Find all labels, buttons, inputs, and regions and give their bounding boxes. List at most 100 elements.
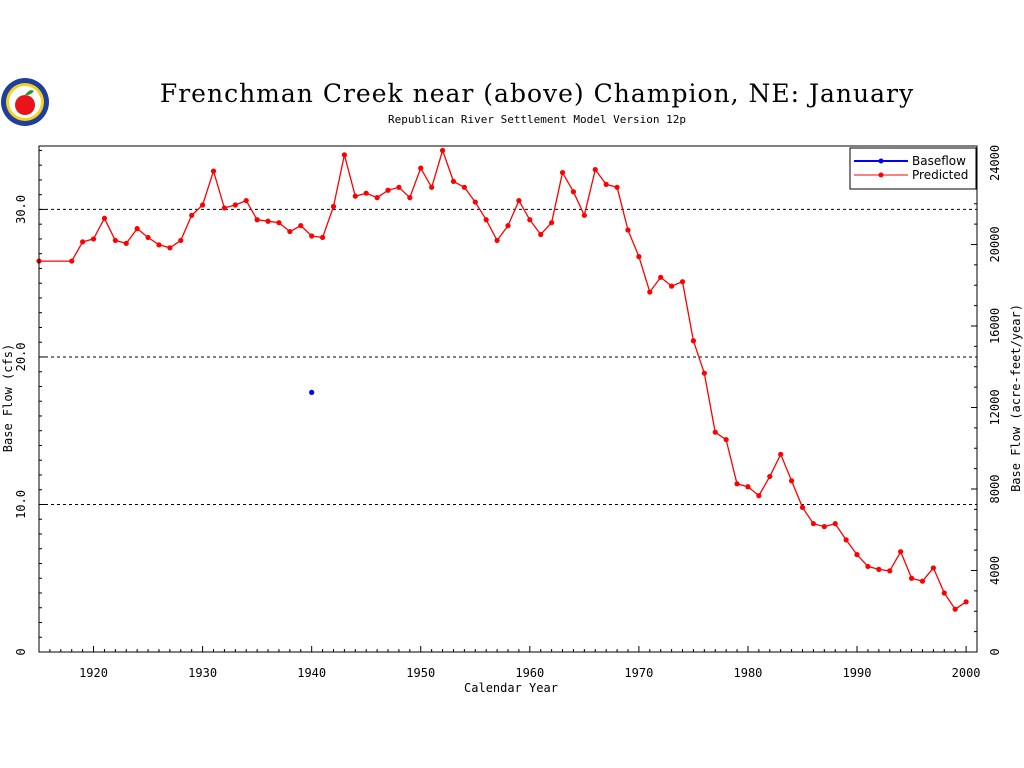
x-tick-label-0: 1920: [79, 666, 108, 680]
predicted-point: [254, 217, 260, 223]
predicted-point: [919, 578, 926, 584]
predicted-point: [559, 169, 566, 176]
predicted-point: [810, 521, 816, 527]
y2-tick-label-5: 20000: [988, 226, 1002, 262]
predicted-point: [112, 237, 118, 244]
y2-tick-label-3: 12000: [988, 389, 1002, 425]
predicted-point: [745, 484, 751, 490]
predicted-point: [712, 429, 718, 435]
y2-tick-label-0: 0: [988, 648, 1002, 655]
x-tick-label-7: 1990: [843, 666, 872, 680]
predicted-point: [243, 197, 249, 204]
apple-logo-icon: [1, 78, 49, 126]
predicted-point: [658, 274, 664, 280]
predicted-point: [690, 338, 697, 344]
predicted-point: [134, 226, 140, 232]
legend-baseflow-marker: [878, 158, 884, 164]
predicted-point: [210, 168, 217, 174]
baseflow-point: [309, 389, 315, 395]
x-tick-label-6: 1980: [734, 666, 763, 680]
predicted-point: [734, 481, 740, 487]
chart-title: Frenchman Creek near (above) Champion, N…: [160, 79, 914, 108]
x-tick-label-1: 1930: [188, 666, 217, 680]
predicted-point: [494, 237, 500, 244]
predicted-point: [898, 549, 904, 555]
legend-box: [849, 147, 977, 190]
predicted-point: [363, 190, 369, 196]
legend-predicted-marker: [878, 172, 884, 178]
predicted-point: [581, 212, 587, 218]
plot-frame: [38, 145, 978, 653]
x-tick-label-4: 1960: [515, 666, 544, 680]
y2-axis-label: Base Flow (acre-feet/year): [1009, 304, 1023, 492]
predicted-point: [767, 473, 773, 480]
predicted-point: [407, 195, 413, 201]
predicted-point: [854, 552, 860, 558]
predicted-point: [418, 165, 424, 171]
predicted-point: [461, 184, 467, 190]
legend-predicted-label: Predicted: [912, 168, 968, 182]
y-tick-label-2: 20.0: [14, 343, 28, 372]
predicted-point: [908, 575, 915, 581]
predicted-point: [756, 493, 762, 499]
x-axis-label: Calendar Year: [464, 681, 558, 695]
x-tick-label-3: 1950: [406, 666, 435, 680]
predicted-point: [189, 212, 195, 218]
y-tick-label-3: 30.0: [14, 195, 28, 224]
predicted-point: [178, 237, 184, 244]
predicted-point: [570, 189, 577, 195]
predicted-point: [963, 599, 969, 605]
predicted-point: [625, 227, 631, 233]
predicted-point: [679, 279, 686, 285]
x-tick-label-5: 1970: [624, 666, 653, 680]
y2-tick-label-6: 24000: [988, 145, 1002, 181]
x-tick-label-2: 1940: [297, 666, 326, 680]
predicted-point: [930, 565, 936, 571]
predicted-point: [723, 436, 729, 443]
predicted-point: [876, 566, 882, 572]
predicted-point: [309, 233, 315, 239]
predicted-point: [69, 258, 75, 264]
y2-tick-label-1: 4000: [988, 556, 1002, 585]
predicted-point: [952, 606, 958, 612]
y2-tick-label-2: 8000: [988, 475, 1002, 504]
predicted-point: [865, 563, 871, 570]
y2-tick-label-4: 16000: [988, 308, 1002, 344]
predicted-point: [374, 195, 380, 201]
y-tick-label-0: 0: [14, 648, 28, 655]
legend-baseflow-label: Baseflow: [912, 154, 966, 168]
predicted-point: [516, 197, 522, 204]
predicted-point: [549, 220, 555, 226]
predicted-point: [167, 245, 173, 251]
y-axis-label: Base Flow (cfs): [1, 344, 15, 452]
predicted-point: [527, 217, 533, 223]
predicted-point: [287, 228, 293, 235]
predicted-point: [276, 220, 282, 226]
predicted-point: [200, 202, 206, 208]
predicted-point: [385, 187, 391, 193]
predicted-point: [647, 289, 653, 295]
predicted-point: [887, 568, 893, 574]
predicted-point: [472, 199, 478, 205]
predicted-point: [341, 152, 347, 158]
predicted-point: [843, 537, 849, 543]
predicted-point: [799, 504, 806, 511]
predicted-point: [636, 254, 642, 260]
predicted-point: [319, 234, 326, 241]
predicted-point: [821, 524, 827, 530]
predicted-point: [80, 239, 86, 245]
predicted-point: [592, 167, 598, 173]
predicted-point: [788, 478, 795, 484]
predicted-point: [778, 451, 784, 457]
predicted-point: [429, 184, 435, 190]
predicted-point: [701, 370, 707, 376]
predicted-point: [145, 234, 151, 241]
predicted-point: [352, 193, 358, 199]
predicted-point: [232, 202, 238, 208]
predicted-point: [450, 178, 457, 185]
y-tick-label-1: 10.0: [14, 490, 28, 519]
predicted-point: [101, 215, 108, 221]
predicted-line: [39, 148, 967, 611]
predicted-point: [439, 147, 446, 154]
